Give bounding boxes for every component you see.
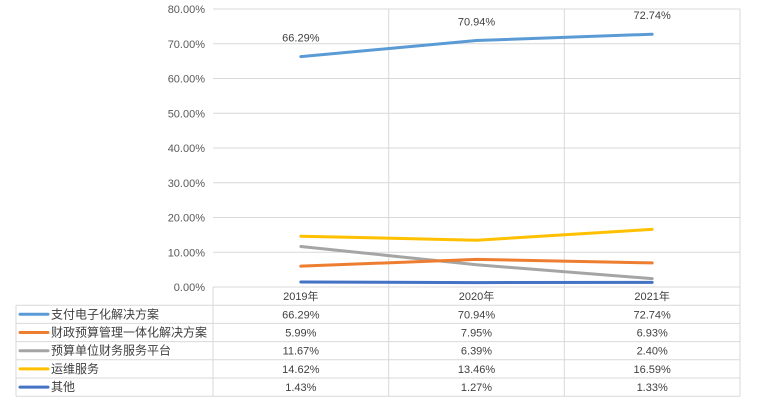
table-cell: 72.74% xyxy=(634,309,672,321)
table-cell: 6.93% xyxy=(637,328,668,340)
table-cell: 13.46% xyxy=(458,364,496,376)
y-tick-label: 50.00% xyxy=(168,108,206,120)
y-tick-label: 70.00% xyxy=(168,39,206,51)
table-cell: 1.43% xyxy=(285,382,316,394)
series-name: 财政预算管理一体化解决方案 xyxy=(51,325,207,340)
series-line xyxy=(299,227,654,242)
y-axis-tick-labels: 0.00% 10.00% 20.00% 30.00% 40.00% 50.00% 60.00… xyxy=(168,4,206,294)
table-cell: 5.99% xyxy=(285,328,316,340)
series-name: 其他 xyxy=(51,380,75,394)
table-cell: 1.33% xyxy=(637,382,668,394)
table-cell: 11.67% xyxy=(283,346,320,358)
series-line xyxy=(299,32,654,59)
series-line xyxy=(299,244,654,281)
table-cell: 16.59% xyxy=(634,364,672,376)
x-tick-label: 2019年 xyxy=(283,289,318,303)
data-label: 66.29% xyxy=(282,33,320,45)
table-cell: 66.29% xyxy=(282,309,320,321)
x-tick-label: 2021年 xyxy=(634,289,669,303)
data-labels: 66.29% 70.94% 72.74% xyxy=(282,10,671,44)
y-tick-label: 30.00% xyxy=(168,178,206,190)
y-tick-label: 60.00% xyxy=(168,74,206,86)
series-line xyxy=(299,257,654,268)
series-name: 支付电子化解决方案 xyxy=(51,306,159,321)
table-cell: 7.95% xyxy=(461,328,492,340)
series-lines xyxy=(299,32,654,285)
y-tick-label: 20.00% xyxy=(168,213,206,225)
x-tick-label: 2020年 xyxy=(459,289,494,303)
y-tick-label: 10.00% xyxy=(168,247,206,259)
table-cell: 6.39% xyxy=(461,346,492,358)
table-cell: 1.27% xyxy=(461,382,492,394)
gridlines xyxy=(213,8,740,253)
series-line xyxy=(299,280,654,285)
series-name: 预算单位财务服务平台 xyxy=(51,343,171,358)
y-tick-label: 40.00% xyxy=(168,143,206,155)
table-cell: 70.94% xyxy=(458,309,496,321)
y-tick-label: 80.00% xyxy=(168,4,206,16)
table-cell: 2.40% xyxy=(637,346,668,358)
data-label: 72.74% xyxy=(634,10,672,22)
y-tick-label: 0.00% xyxy=(174,282,205,294)
data-label: 70.94% xyxy=(458,16,496,28)
series-name: 运维服务 xyxy=(51,361,99,376)
table-cell: 14.62% xyxy=(282,364,320,376)
